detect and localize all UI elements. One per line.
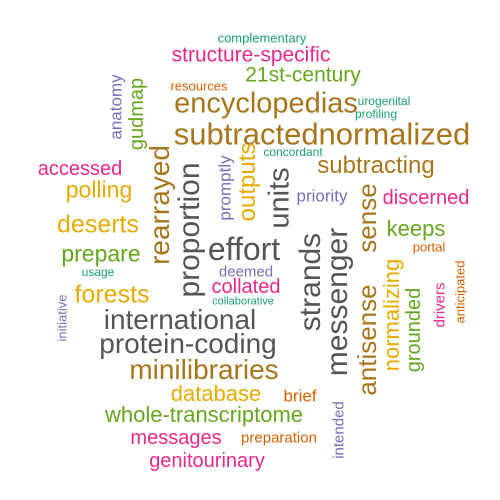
word-intended: intended xyxy=(330,401,348,459)
word-profiling: profiling xyxy=(354,107,398,121)
word-preparation: preparation xyxy=(241,429,317,447)
word-grounded: grounded xyxy=(403,287,425,373)
word-database: database xyxy=(170,381,262,406)
word-deemed: deemed xyxy=(218,263,274,281)
word-rearrayed: rearrayed xyxy=(144,145,175,265)
word-encyclopedias: encyclopedias xyxy=(174,87,358,120)
word-usage: usage xyxy=(81,265,115,279)
word-deserts: deserts xyxy=(57,210,139,239)
word-concordant: concordant xyxy=(263,145,323,159)
word-collated: collated xyxy=(211,276,281,298)
word-prepare: prepare xyxy=(61,240,141,267)
word-normalizing: normalizing xyxy=(379,258,404,372)
word-minilibraries: minilibraries xyxy=(129,354,279,385)
word-21st-century: 21st-century xyxy=(245,63,361,87)
word-keeps: keeps xyxy=(386,216,446,241)
word-urogenital: urogenital xyxy=(357,94,411,108)
word-structure-specific: structure-specific xyxy=(171,43,331,67)
word-subtracting: subtracting xyxy=(317,152,435,179)
word-international: international xyxy=(103,304,257,335)
word-initiative: initiative xyxy=(54,294,70,342)
word-collaborative: collaborative xyxy=(212,295,274,308)
word-sense: sense xyxy=(352,183,382,253)
word-accessed: accessed xyxy=(37,158,123,180)
word-gudmap: gudmap xyxy=(126,77,148,151)
word-forests: forests xyxy=(74,280,150,309)
word-discerned: discerned xyxy=(382,187,470,209)
word-protein-coding: protein-coding xyxy=(99,328,277,359)
word-units: units xyxy=(263,167,296,229)
word-effort: effort xyxy=(207,231,281,267)
word-messenger: messenger xyxy=(321,227,354,377)
word-drivers: drivers xyxy=(431,282,449,328)
word-promptly: promptly xyxy=(215,155,235,221)
word-anatomy: anatomy xyxy=(106,74,126,140)
word-complementary: complementary xyxy=(217,30,307,46)
word-antisense: antisense xyxy=(352,284,382,396)
word-brief: brief xyxy=(283,386,317,406)
word-genitourinary: genitourinary xyxy=(149,450,265,472)
word-messages: messages xyxy=(130,427,222,449)
word-anticipated: anticipated xyxy=(452,260,468,324)
word-proportion: proportion xyxy=(173,162,206,298)
word-outputs: outputs xyxy=(234,142,261,222)
word-priority: priority xyxy=(296,186,348,206)
word-portal: portal xyxy=(412,239,446,255)
word-polling: polling xyxy=(65,176,133,203)
word-resources: resources xyxy=(170,78,228,94)
word-subtractednormalized: subtractednormalized xyxy=(173,116,471,152)
word-whole-transcriptome: whole-transcriptome xyxy=(104,402,304,427)
